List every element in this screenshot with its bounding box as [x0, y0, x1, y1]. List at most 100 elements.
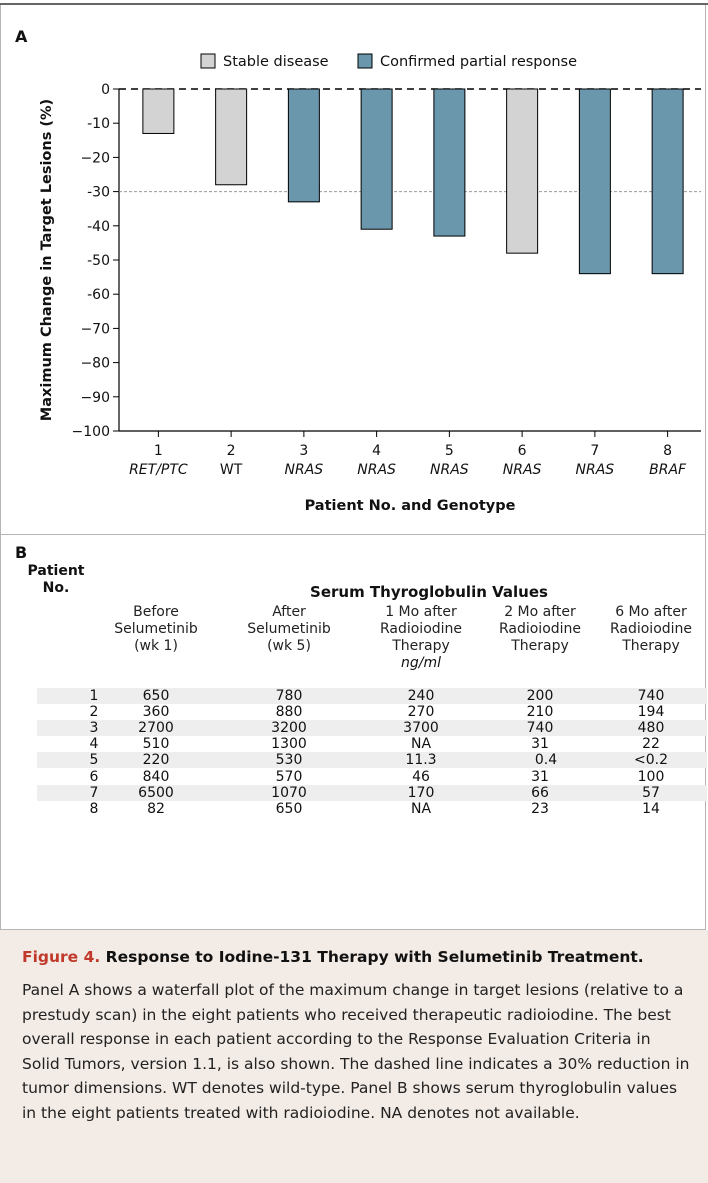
y-tick-label: -50 — [87, 253, 110, 269]
table-cell: 360 — [142, 704, 170, 721]
x-tick-label-genotype: NRAS — [357, 462, 396, 478]
table-cell: <0.2 — [634, 752, 668, 769]
y-tick-label: -30 — [87, 185, 110, 201]
unit-label: ng/ml — [400, 655, 441, 671]
table-cell: 3200 — [271, 720, 307, 737]
column-header: (wk 1) — [134, 638, 178, 654]
bar-patient-8 — [651, 88, 684, 275]
legend-swatch-0 — [200, 53, 216, 69]
serum-thyroglobulin-header: Serum Thyroglobulin Values — [310, 583, 548, 601]
table-cell: 650 — [142, 688, 170, 704]
row-band — [37, 752, 707, 769]
panel-a-label: A — [15, 27, 28, 46]
column-header: 1 Mo after — [385, 604, 457, 620]
column-header: Therapy — [511, 638, 569, 654]
table-cell: 22 — [642, 736, 660, 753]
y-tick-label: −20 — [80, 150, 110, 166]
bar-patient-7 — [578, 88, 611, 275]
table-cell: 57 — [642, 784, 660, 801]
x-axis-label: Patient No. and Genotype — [305, 498, 516, 514]
table-cell: 170 — [407, 784, 435, 801]
column-header: After — [272, 604, 306, 620]
waterfall-chart: 0 -10 −20 -30 -40 -50 -60 −70 −80 −90 −100 Maximum … — [39, 53, 701, 514]
y-tick-label: -60 — [87, 287, 110, 303]
bar-patient-4 — [360, 88, 393, 230]
legend-swatch-1 — [357, 53, 373, 69]
table-cell: 510 — [142, 736, 170, 753]
table-cell: 11.3 — [405, 752, 437, 769]
x-tick-label-genotype: NRAS — [503, 462, 542, 478]
column-header: Selumetinib — [114, 621, 198, 637]
x-tick-label-patient: 7 — [590, 443, 599, 459]
table-cell: 31 — [531, 736, 549, 753]
patient-number: 3 — [89, 720, 99, 737]
patient-number: 5 — [89, 752, 99, 769]
table-cell: 530 — [275, 752, 303, 769]
y-tick-label: -40 — [87, 219, 110, 235]
row-band — [37, 688, 707, 704]
column-header: Before — [133, 604, 179, 620]
figure-caption: Figure 4. Response to Iodine-131 Therapy… — [0, 930, 708, 1183]
x-tick-label-patient: 6 — [518, 443, 527, 459]
table-cell: 650 — [275, 800, 303, 817]
table-cell: 1300 — [271, 736, 307, 753]
caption-label: Figure 4. — [22, 948, 101, 966]
column-header: Radioiodine — [498, 621, 582, 637]
y-tick-label: −80 — [80, 356, 110, 372]
y-tick-label: −100 — [72, 424, 110, 440]
x-tick-label-patient: 8 — [663, 443, 672, 459]
table-cell: 31 — [531, 768, 549, 785]
patient-number: 4 — [89, 736, 99, 753]
y-axis-label: Maximum Change in Target Lesions (%) — [39, 99, 55, 421]
bar-patient-5 — [433, 88, 466, 237]
table-cell: 0.4 — [534, 752, 558, 769]
top-rule — [0, 3, 708, 5]
table-cell: 220 — [142, 752, 170, 769]
column-header: 6 Mo after — [615, 604, 687, 620]
table-cell: 270 — [407, 704, 435, 721]
table-cell: 780 — [275, 688, 303, 704]
panel-b-label: B — [15, 543, 28, 562]
x-tick-label-patient: 1 — [154, 443, 163, 459]
x-tick-label-genotype: BRAF — [649, 462, 687, 478]
table-cell: 100 — [637, 768, 665, 785]
bar-patient-6 — [506, 88, 539, 254]
legend-label-0: Stable disease — [223, 54, 329, 70]
table-cell: 46 — [412, 768, 430, 785]
table-cell: 200 — [526, 688, 554, 704]
patient-header-no: No. — [42, 580, 70, 596]
x-tick-label-genotype: NRAS — [285, 462, 324, 478]
table-cell: 480 — [637, 720, 665, 737]
y-tick-label: 0 — [101, 82, 110, 98]
patient-number: 2 — [89, 704, 99, 721]
row-band — [37, 784, 707, 801]
patient-number: 7 — [89, 784, 99, 801]
x-tick-label-patient: 2 — [227, 443, 236, 459]
column-header: Therapy — [622, 638, 680, 654]
table-cell: 210 — [526, 704, 554, 721]
caption-body: Panel A shows a waterfall plot of the ma… — [22, 981, 690, 1122]
column-header: Radioiodine — [379, 621, 463, 637]
x-tick-label-patient: 3 — [299, 443, 308, 459]
table-cell: 3700 — [403, 720, 439, 737]
column-header: Selumetinib — [247, 621, 331, 637]
y-tick-label: −70 — [80, 321, 110, 337]
x-tick-label-genotype: NRAS — [430, 462, 469, 478]
table-cell: 240 — [407, 688, 435, 704]
table-cell: NA — [410, 736, 432, 753]
table-cell: 66 — [531, 784, 549, 801]
table-cell: NA — [410, 800, 432, 817]
table-cell: 6500 — [138, 784, 174, 801]
column-header: Radioiodine — [609, 621, 693, 637]
column-header: Therapy — [392, 638, 450, 654]
bar-patient-1 — [142, 88, 175, 134]
table-cell: 740 — [637, 688, 665, 704]
caption-title: Figure 4. Response to Iodine-131 Therapy… — [22, 948, 690, 966]
bar-patient-3 — [287, 88, 320, 203]
table-cell: 2700 — [138, 720, 174, 737]
x-tick-label-patient: 4 — [372, 443, 381, 459]
caption-title-text: Response to Iodine-131 Therapy with Selu… — [105, 948, 644, 966]
patient-number: 8 — [89, 800, 99, 817]
column-header: (wk 5) — [267, 638, 311, 654]
panel-a: A 0 -10 −20 -30 -40 -50 -60 −70 −80 −90 −100 Maximu… — [0, 5, 706, 535]
